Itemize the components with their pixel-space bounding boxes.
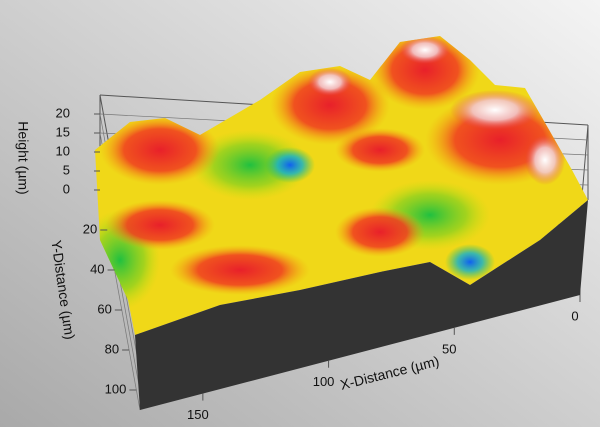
surface-patch — [105, 200, 215, 250]
surface-front-face — [135, 200, 588, 410]
surface-patch — [525, 135, 565, 185]
surface-patch — [445, 244, 495, 280]
surface-patch — [265, 147, 315, 183]
y-tick-label: 80 — [105, 341, 119, 356]
surface-patch — [370, 36, 480, 110]
z-axis-label: Height (µm) — [15, 121, 31, 194]
surface-patch — [335, 128, 425, 172]
axes: 0 5 10 15 20 0 50 100 150 20 40 60 80 100 — [56, 105, 581, 422]
z-tick-label: 5 — [63, 162, 70, 177]
x-tick-label: 150 — [187, 407, 209, 422]
y-tick-label: 20 — [83, 221, 97, 236]
y-tick-label: 60 — [97, 301, 111, 316]
x-tick-label: 100 — [313, 374, 335, 389]
surface-patch — [100, 115, 220, 185]
z-tick-label: 0 — [63, 181, 70, 196]
surface-patch — [400, 36, 450, 64]
y-tick-label: 40 — [90, 261, 104, 276]
surface-patch — [270, 65, 390, 145]
z-tick-label: 20 — [56, 105, 70, 120]
surface-patch — [308, 68, 352, 96]
surface-patch — [335, 207, 425, 257]
z-tick-label: 10 — [56, 143, 70, 158]
surface-patch — [170, 245, 310, 295]
z-tick-label: 15 — [56, 124, 70, 139]
x-tick-label: 50 — [442, 341, 456, 356]
x-tick-label: 0 — [571, 308, 578, 323]
surface-patch — [450, 90, 540, 130]
y-tick-label: 100 — [105, 381, 127, 396]
surface-patch — [190, 130, 310, 200]
